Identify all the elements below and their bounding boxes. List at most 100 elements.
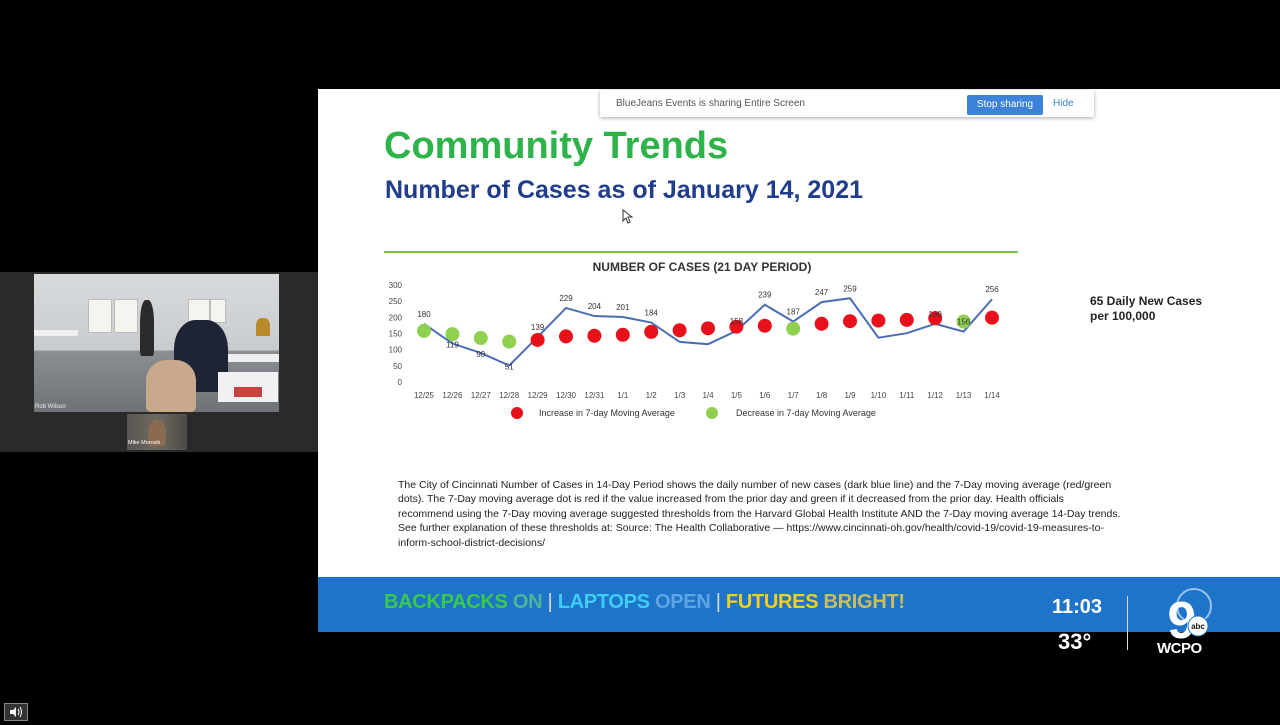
data-label: 180 bbox=[929, 310, 943, 319]
data-label: 259 bbox=[843, 284, 857, 293]
data-label: 247 bbox=[815, 288, 829, 297]
data-label: 187 bbox=[787, 308, 801, 317]
stop-sharing-button[interactable]: Stop sharing bbox=[967, 95, 1043, 115]
share-message: BlueJeans Events is sharing Entire Scree… bbox=[616, 98, 805, 109]
screen-share-bar: BlueJeans Events is sharing Entire Scree… bbox=[600, 90, 1094, 117]
banner-separator: | bbox=[715, 591, 721, 613]
x-tick-label: 1/3 bbox=[674, 391, 686, 400]
data-label: 139 bbox=[531, 323, 545, 332]
main-video-feed[interactable] bbox=[34, 274, 279, 412]
moving-average-dot bbox=[899, 312, 914, 327]
data-label: 156 bbox=[957, 318, 971, 327]
x-tick-label: 1/6 bbox=[759, 391, 771, 400]
moving-average-dot bbox=[701, 321, 715, 336]
slogan-banner: BACKPACKS ON | LAPTOPS OPEN | FUTURES BR… bbox=[318, 577, 1280, 632]
chart-title: NUMBER OF CASES (21 DAY PERIOD) bbox=[593, 260, 812, 274]
flipchart bbox=[114, 299, 138, 333]
seated-person bbox=[256, 318, 270, 336]
data-label: 158 bbox=[730, 317, 744, 326]
slide-subtitle: Number of Cases as of January 14, 2021 bbox=[385, 176, 864, 204]
thumb-participant-name: Mike Moroski bbox=[128, 440, 161, 446]
moving-average-dot bbox=[672, 323, 687, 338]
moving-average-dot bbox=[417, 323, 431, 338]
chart-legend: Increase in 7-day Moving Average Decrease… bbox=[511, 407, 876, 419]
side-note-line2: per 100,000 bbox=[1090, 309, 1156, 323]
moving-average-dot bbox=[871, 313, 886, 328]
y-tick-label: 150 bbox=[389, 330, 403, 339]
station-logo-icon: 9 abc bbox=[1168, 588, 1212, 650]
data-labels: 180 119 90 51 139 229 204 201 184 158 239 187 247 259… bbox=[417, 284, 999, 371]
moving-average-dot bbox=[786, 321, 801, 336]
folder bbox=[234, 387, 262, 397]
legend-label-decrease: Decrease in 7-day Moving Average bbox=[736, 408, 876, 418]
x-tick-label: 1/10 bbox=[871, 391, 887, 400]
daily-cases-note: 65 Daily New Cases per 100,000 bbox=[1090, 294, 1202, 324]
participant-face bbox=[148, 420, 166, 446]
data-label: 119 bbox=[446, 341, 459, 350]
moving-average-dots bbox=[417, 310, 999, 349]
chair bbox=[146, 360, 196, 412]
x-tick-label: 1/2 bbox=[646, 391, 658, 400]
x-tick-label: 12/26 bbox=[442, 391, 463, 400]
banner-word: FUTURES bbox=[725, 591, 819, 613]
moving-average-dot bbox=[985, 310, 999, 325]
flipchart bbox=[210, 299, 226, 323]
x-tick-label: 12/27 bbox=[471, 391, 492, 400]
x-tick-label: 1/13 bbox=[956, 391, 972, 400]
legend-label-increase: Increase in 7-day Moving Average bbox=[539, 408, 675, 418]
moving-average-dot bbox=[445, 327, 460, 342]
video-panel: Rob Wilson Mike Moroski bbox=[0, 272, 318, 452]
x-tick-label: 1/7 bbox=[788, 391, 800, 400]
clock: 11:03 bbox=[1052, 596, 1103, 618]
data-label: 184 bbox=[645, 309, 659, 318]
shared-screen-slide: BlueJeans Events is sharing Entire Scree… bbox=[318, 89, 1280, 632]
y-tick-label: 0 bbox=[398, 378, 403, 387]
cases-chart: NUMBER OF CASES (21 DAY PERIOD) 0 50 100 15… bbox=[389, 260, 1000, 419]
moving-average-dot bbox=[956, 314, 971, 329]
banner-word: OPEN bbox=[654, 591, 711, 613]
data-label: 229 bbox=[559, 294, 573, 303]
daily-cases-line bbox=[423, 297, 993, 367]
banner-word: ON bbox=[512, 591, 543, 613]
hide-button[interactable]: Hide bbox=[1053, 98, 1074, 109]
y-tick-label: 200 bbox=[389, 313, 403, 322]
participant-thumbnail[interactable]: Mike Moroski bbox=[127, 414, 187, 450]
moving-average-dot bbox=[615, 327, 630, 342]
temperature: 33° bbox=[1058, 629, 1092, 654]
y-tick-label: 50 bbox=[393, 362, 402, 371]
data-label: 239 bbox=[758, 291, 772, 300]
x-tick-label: 1/8 bbox=[816, 391, 828, 400]
moving-average-dot bbox=[502, 334, 517, 349]
x-tick-label: 1/9 bbox=[844, 391, 856, 400]
y-tick-label: 100 bbox=[389, 346, 403, 355]
speaker-icon[interactable] bbox=[4, 703, 28, 721]
data-label: 256 bbox=[985, 285, 999, 294]
x-axis: 12/25 12/26 12/27 12/28 12/29 12/30 12/31 1/1 1/… bbox=[414, 391, 1000, 400]
data-label: 90 bbox=[476, 350, 485, 359]
banner-separator: | bbox=[547, 591, 553, 613]
banner-slogan: BACKPACKS ON | LAPTOPS OPEN | FUTURES BR… bbox=[384, 591, 905, 614]
x-tick-label: 1/12 bbox=[927, 391, 943, 400]
legend-swatch-increase bbox=[511, 407, 523, 419]
moving-average-dot bbox=[757, 318, 772, 333]
moving-average-dot bbox=[644, 324, 659, 339]
moving-average-dot bbox=[729, 319, 744, 334]
moving-average-dot bbox=[843, 314, 857, 329]
x-tick-label: 12/25 bbox=[414, 391, 435, 400]
legend-swatch-decrease bbox=[706, 407, 718, 419]
table bbox=[204, 354, 279, 362]
x-tick-label: 12/30 bbox=[556, 391, 577, 400]
x-tick-label: 12/28 bbox=[499, 391, 520, 400]
data-label: 201 bbox=[616, 303, 630, 312]
x-tick-label: 1/1 bbox=[617, 391, 629, 400]
speaker-person bbox=[140, 300, 154, 356]
banner-word: BACKPACKS bbox=[384, 591, 508, 613]
data-label: 204 bbox=[588, 302, 602, 311]
table bbox=[34, 330, 78, 336]
network-name: abc bbox=[1191, 622, 1205, 631]
x-tick-label: 12/31 bbox=[584, 391, 605, 400]
data-label: 51 bbox=[505, 363, 514, 372]
y-tick-label: 250 bbox=[389, 297, 403, 306]
x-tick-label: 1/14 bbox=[984, 391, 1000, 400]
mouse-cursor-icon bbox=[622, 209, 634, 224]
